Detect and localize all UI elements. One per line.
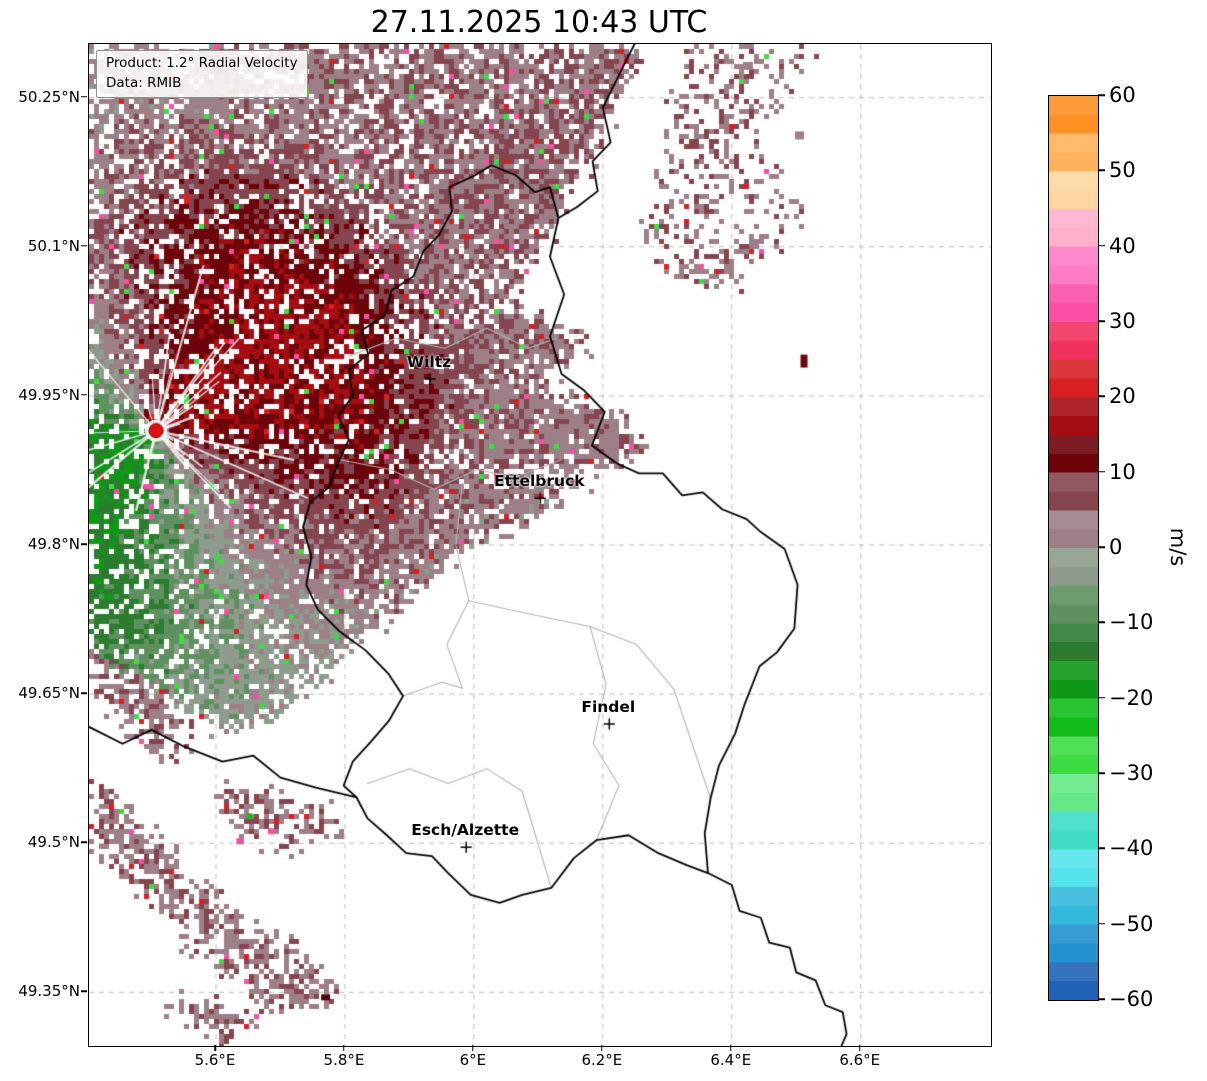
y-tick-mark xyxy=(81,95,87,98)
y-tick-label: 50.25°N xyxy=(18,87,80,106)
radar-velocity-map-canvas xyxy=(89,44,991,1046)
colorbar-tick-label: −30 xyxy=(1109,761,1154,785)
y-tick-label: 49.35°N xyxy=(18,982,80,1001)
colorbar-tick-label: 50 xyxy=(1109,158,1136,183)
colorbar-tick-mark xyxy=(1098,998,1105,1000)
city-label: Findel xyxy=(581,697,636,716)
x-tick-mark xyxy=(214,1045,216,1051)
colorbar-tick-mark xyxy=(1098,546,1105,548)
figure-title: 27.11.2025 10:43 UTC xyxy=(370,5,708,40)
x-tick-label: 6.6°E xyxy=(839,1051,881,1069)
colorbar-tick-mark xyxy=(1098,772,1105,774)
colorbar-tick-mark xyxy=(1098,922,1105,925)
colorbar-tick-mark xyxy=(1098,244,1105,247)
y-tick-mark xyxy=(81,692,87,694)
colorbar-tick-mark xyxy=(1098,847,1105,850)
y-tick-mark xyxy=(81,841,87,843)
x-tick-label: 5.6°E xyxy=(194,1051,236,1069)
x-tick-mark xyxy=(859,1045,861,1051)
colorbar-tick-mark xyxy=(1098,169,1105,172)
colorbar-tick-label: −50 xyxy=(1109,911,1154,936)
y-tick-label: 50.1°N xyxy=(27,236,80,255)
colorbar-tick-label: −10 xyxy=(1109,610,1154,635)
colorbar-tick-label: −40 xyxy=(1109,836,1154,861)
y-tick-label: 49.95°N xyxy=(18,385,80,404)
y-tick-label: 49.5°N xyxy=(27,833,80,852)
colorbar-tick-label: −60 xyxy=(1109,987,1154,1011)
product-name-line: Product: 1.2° Radial Velocity xyxy=(106,55,298,71)
colorbar-tick-label: 0 xyxy=(1109,535,1123,559)
x-tick-mark xyxy=(343,1045,345,1051)
colorbar-tick-mark xyxy=(1098,696,1105,699)
colorbar-gradient xyxy=(1049,96,1098,1000)
y-tick-mark xyxy=(81,394,87,396)
x-tick-label: 5.8°E xyxy=(323,1051,365,1069)
y-tick-mark xyxy=(81,990,87,993)
colorbar-tick-label: −20 xyxy=(1109,685,1154,710)
map-plot: Product: 1.2° Radial Velocity Data: RMIB xyxy=(88,43,992,1047)
colorbar-tick-label: 40 xyxy=(1109,233,1136,258)
y-tick-mark xyxy=(81,245,87,247)
data-source-line: Data: RMIB xyxy=(106,74,182,91)
x-tick-mark xyxy=(472,1045,474,1051)
colorbar-tick-mark xyxy=(1098,395,1105,398)
x-tick-label: 6.2°E xyxy=(581,1051,623,1069)
x-tick-label: 6.4°E xyxy=(710,1051,752,1069)
colorbar-unit-label: m/s xyxy=(1166,527,1190,567)
city-label: Ettelbruck xyxy=(494,472,585,491)
colorbar-tick-label: 10 xyxy=(1109,459,1136,484)
y-tick-label: 49.65°N xyxy=(18,684,80,703)
x-tick-label: 6°E xyxy=(459,1051,487,1069)
colorbar xyxy=(1048,95,1099,1001)
colorbar-tick-mark xyxy=(1098,94,1105,96)
y-tick-label: 49.8°N xyxy=(27,535,80,553)
colorbar-tick-label: 30 xyxy=(1109,309,1136,333)
colorbar-tick-mark xyxy=(1098,470,1105,473)
y-tick-mark xyxy=(81,543,87,545)
colorbar-tick-mark xyxy=(1098,621,1105,624)
x-tick-mark xyxy=(601,1045,603,1051)
colorbar-tick-mark xyxy=(1098,320,1105,322)
colorbar-tick-label: 20 xyxy=(1109,384,1136,409)
city-label: Esch/Alzette xyxy=(411,821,520,840)
product-info-box: Product: 1.2° Radial Velocity Data: RMIB xyxy=(96,50,308,99)
colorbar-tick-label: 60 xyxy=(1109,83,1136,107)
x-tick-mark xyxy=(730,1045,732,1051)
city-label: Wiltz xyxy=(406,352,452,371)
